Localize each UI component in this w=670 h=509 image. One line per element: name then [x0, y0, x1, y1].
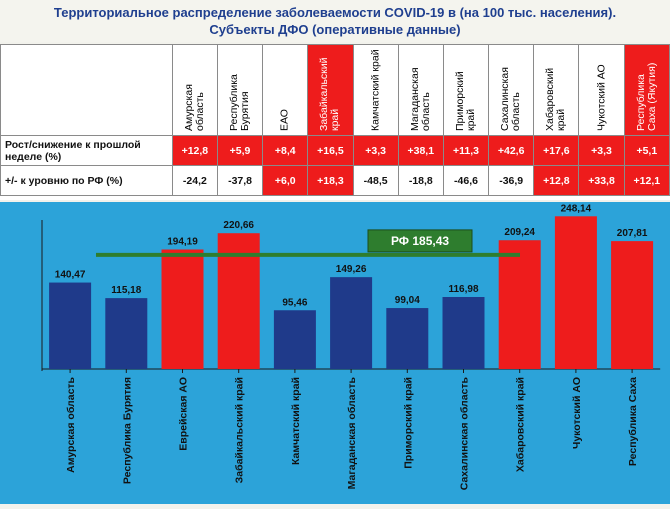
column-header: Республика Саха (Якутия)	[623, 44, 670, 136]
table-cell: +12,1	[623, 165, 670, 196]
column-header: ЕАО	[262, 44, 309, 136]
x-tick-label: Амурская область	[65, 376, 77, 472]
row-label: Рост/снижение к прошлой неделе (%)	[0, 135, 173, 166]
table-row: Рост/снижение к прошлой неделе (%) +12,8 +…	[0, 135, 670, 166]
x-tick-label: Камчатский край	[290, 377, 302, 465]
column-header: Магаданская область	[397, 44, 444, 136]
column-header: Камчатский край	[352, 44, 399, 136]
table-cell: +33,8	[578, 165, 625, 196]
column-header: Республика Бурятия	[216, 44, 264, 136]
column-header: Амурская область	[171, 44, 218, 136]
x-tick-label: Магаданская область	[346, 376, 358, 489]
table-cell: +18,3	[307, 165, 354, 196]
x-tick-label: Приморский край	[402, 377, 414, 469]
bar	[105, 298, 148, 369]
bar	[161, 249, 204, 369]
table-cell: -37,8	[216, 165, 264, 196]
data-label: 209,24	[504, 227, 535, 238]
bar	[273, 310, 316, 369]
title-line-2: Субъекты ДФО (оперативные данные)	[209, 22, 461, 37]
table-cell: +12,8	[533, 165, 580, 196]
table-cell: -48,5	[352, 165, 399, 196]
table-cell: +6,0	[262, 165, 309, 196]
data-label: 115,18	[111, 285, 141, 296]
bar-chart-svg: 140,47 Амурская область 115,18 Республика Б…	[41, 203, 661, 490]
column-header-label: Сахалинская область	[499, 67, 523, 131]
column-header-label: Республика Саха (Якутия)	[634, 62, 658, 131]
data-label: 248,14	[561, 203, 592, 214]
data-label: 194,19	[167, 236, 198, 247]
table-cell: +42,6	[488, 135, 535, 166]
table-cell: +5,1	[623, 135, 670, 166]
column-header-label: Чукотский АО	[595, 64, 608, 131]
table-cell: +3,3	[352, 135, 399, 166]
bar	[386, 308, 429, 369]
x-tick-label: Республика Бурятия	[121, 377, 133, 484]
bar	[49, 282, 92, 369]
data-label: 140,47	[55, 270, 86, 281]
bar	[442, 297, 485, 369]
column-header-label: Амурская область	[182, 84, 206, 131]
table-cell: +11,3	[442, 135, 490, 166]
stats-table: Амурская область Республика Бурятия ЕАО Заб…	[0, 44, 670, 200]
column-header: Сахалинская область	[488, 44, 535, 136]
x-tick-label: Сахалинская область	[459, 376, 471, 490]
bar	[498, 240, 541, 369]
data-label: 149,26	[336, 264, 367, 275]
data-label: 95,46	[282, 297, 307, 308]
table-cell: +16,5	[307, 135, 354, 166]
column-header-label: Магаданская область	[408, 67, 432, 131]
x-tick-label: Республика Саха	[627, 377, 639, 466]
column-header-label: Хабаровский край	[544, 67, 568, 131]
bar	[554, 216, 597, 369]
data-label: 116,98	[448, 284, 478, 295]
column-header: Приморский край	[442, 44, 490, 136]
x-tick-label: Забайкальский край	[234, 377, 246, 483]
bar-chart: 140,47 Амурская область 115,18 Республика Б…	[0, 202, 670, 504]
table-row: +/- к уровню по РФ (%) -24,2 -37,8 +6,0 +18,…	[0, 165, 670, 196]
page-title: Территориальное распределение заболеваем…	[0, 0, 670, 42]
column-header-label: Камчатский край	[369, 49, 382, 131]
column-header-label: Республика Бурятия	[228, 74, 252, 131]
column-header-label: ЕАО	[278, 109, 291, 131]
column-header-label: Приморский край	[453, 71, 477, 131]
data-label: 220,66	[223, 220, 254, 231]
table-cell: -24,2	[171, 165, 218, 196]
table-cell: +5,9	[216, 135, 264, 166]
column-header: Хабаровский край	[533, 44, 580, 136]
data-label: 207,81	[617, 228, 648, 239]
table-cell: +17,6	[533, 135, 580, 166]
x-tick-label: Еврейская АО	[178, 377, 190, 451]
table-cell: +38,1	[397, 135, 444, 166]
table-cell: -46,6	[442, 165, 490, 196]
table-cell: +8,4	[262, 135, 309, 166]
column-header: Чукотский АО	[578, 44, 625, 136]
table-cell: +12,8	[171, 135, 218, 166]
x-tick-label: Чукотский АО	[571, 377, 583, 449]
reference-label-box	[367, 229, 473, 253]
reference-label: РФ 185,43	[391, 234, 449, 248]
table-cell: -18,8	[397, 165, 444, 196]
table-corner-cell	[0, 44, 173, 136]
data-label: 99,04	[395, 295, 420, 306]
table-cell: +3,3	[578, 135, 625, 166]
column-header-label: Забайкальский край	[318, 57, 342, 132]
row-label: +/- к уровню по РФ (%)	[0, 165, 173, 196]
x-tick-label: Хабаровский край	[515, 377, 527, 472]
bar	[611, 241, 654, 369]
title-line-1: Территориальное распределение заболеваем…	[53, 5, 617, 20]
bar	[330, 277, 373, 369]
table-cell: -36,9	[488, 165, 535, 196]
column-header: Забайкальский край	[307, 44, 354, 136]
